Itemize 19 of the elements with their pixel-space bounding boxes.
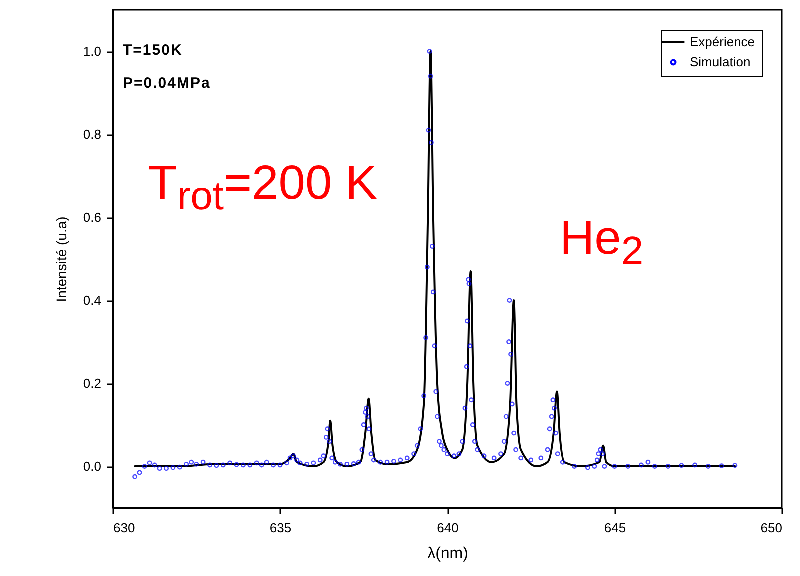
annotation: T=150K bbox=[123, 42, 183, 59]
x-tick-label: 630 bbox=[114, 520, 136, 536]
y-tick-label: 0.0 bbox=[83, 459, 102, 474]
x-tick-label: 650 bbox=[760, 520, 782, 536]
y-axis-title: Intensité (u.a) bbox=[53, 216, 70, 302]
y-tick-label: 0.8 bbox=[83, 127, 102, 142]
y-tick-label: 0.6 bbox=[83, 210, 102, 225]
x-tick-label: 640 bbox=[437, 520, 459, 536]
y-tick-label: 0.2 bbox=[83, 376, 102, 391]
legend-label: Expérience bbox=[690, 34, 756, 50]
x-tick-label: 645 bbox=[604, 520, 626, 536]
x-axis-title: λ(nm) bbox=[428, 546, 468, 562]
annotation: T$_{rot}$=200 K bbox=[148, 157, 378, 219]
legend-label: Simulation bbox=[690, 54, 751, 70]
annotation: P=0.04MPa bbox=[123, 75, 211, 92]
y-tick-label: 1.0 bbox=[83, 44, 102, 59]
annotation: He$_{2}$ bbox=[560, 212, 644, 274]
x-tick-label: 635 bbox=[270, 520, 292, 536]
y-tick-label: 0.4 bbox=[83, 293, 102, 308]
